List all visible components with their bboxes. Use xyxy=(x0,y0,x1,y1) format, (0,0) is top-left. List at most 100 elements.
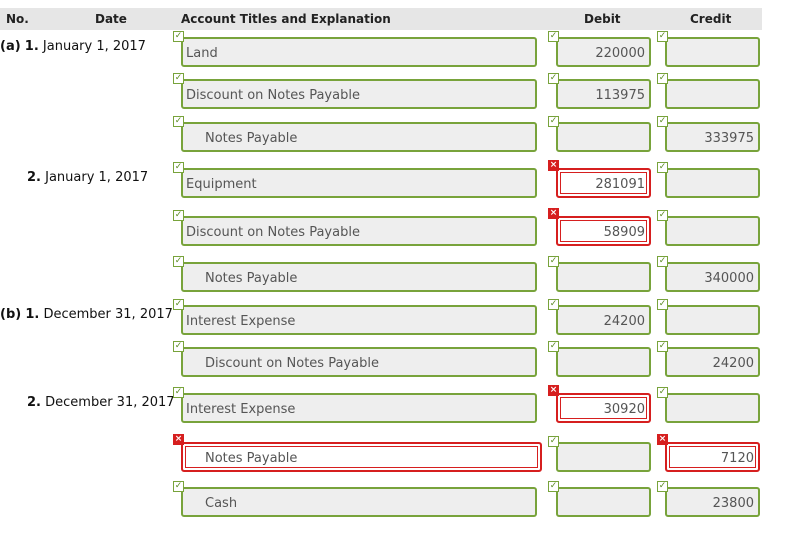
debit-field[interactable]: × 58909 xyxy=(548,208,651,246)
account-value: Equipment xyxy=(186,177,257,192)
account-field[interactable]: ✓ Equipment xyxy=(173,162,537,198)
account-value: Cash xyxy=(205,496,238,511)
credit-field[interactable]: × 7120 xyxy=(657,434,760,472)
account-value: Interest Expense xyxy=(186,402,296,417)
check-icon: ✓ xyxy=(657,256,668,267)
entry-number: 2. xyxy=(27,395,41,410)
table-row: ✓ Notes Payable ✓ ✓ 333975 xyxy=(0,114,794,154)
account-value: Notes Payable xyxy=(205,451,298,466)
account-value: Notes Payable xyxy=(205,271,298,286)
header-no: No. xyxy=(6,12,29,26)
credit-value: 333975 xyxy=(704,131,754,146)
entry-date: January 1, 2017 xyxy=(45,170,149,185)
credit-field[interactable]: ✓ 333975 xyxy=(657,116,760,152)
entry-date: January 1, 2017 xyxy=(42,39,146,54)
check-icon: ✓ xyxy=(173,341,184,352)
credit-field[interactable]: ✓ 340000 xyxy=(657,256,760,292)
entry-number: 1. xyxy=(25,307,40,322)
credit-field[interactable]: ✓ xyxy=(657,299,760,335)
check-icon: ✓ xyxy=(657,387,668,398)
credit-value: 24200 xyxy=(712,356,754,371)
entry-number: 1. xyxy=(24,39,39,54)
check-icon: ✓ xyxy=(657,116,668,127)
table-row: (b) 1. December 31, 2017 ✓ Interest Expens… xyxy=(0,297,794,337)
check-icon: ✓ xyxy=(657,299,668,310)
debit-field[interactable]: ✓ xyxy=(548,481,651,517)
check-icon: ✓ xyxy=(173,31,184,42)
debit-value: 220000 xyxy=(595,46,645,61)
account-value: Discount on Notes Payable xyxy=(186,225,360,240)
check-icon: ✓ xyxy=(173,481,184,492)
account-field[interactable]: ✓ Notes Payable xyxy=(173,256,537,292)
check-icon: ✓ xyxy=(548,31,559,42)
check-icon: ✓ xyxy=(548,299,559,310)
account-field[interactable]: × Notes Payable xyxy=(173,434,542,472)
debit-field[interactable]: ✓ xyxy=(548,116,651,152)
entry-date: December 31, 2017 xyxy=(43,307,173,322)
check-icon: ✓ xyxy=(657,210,668,221)
check-icon: ✓ xyxy=(548,116,559,127)
check-icon: ✓ xyxy=(548,436,559,447)
x-icon: × xyxy=(548,208,559,219)
part-label: (b) xyxy=(0,307,22,322)
check-icon: ✓ xyxy=(548,256,559,267)
account-value: Interest Expense xyxy=(186,314,296,329)
account-value: Discount on Notes Payable xyxy=(205,356,379,371)
check-icon: ✓ xyxy=(173,299,184,310)
x-icon: × xyxy=(173,434,184,445)
credit-value: 7120 xyxy=(720,451,754,466)
table-row: ✓ Notes Payable ✓ ✓ 340000 xyxy=(0,254,794,294)
debit-field[interactable]: × 30920 xyxy=(548,385,651,423)
credit-field[interactable]: ✓ 24200 xyxy=(657,341,760,377)
debit-field[interactable]: × 281091 xyxy=(548,160,651,198)
debit-field[interactable]: ✓ 113975 xyxy=(548,73,651,109)
account-field[interactable]: ✓ Discount on Notes Payable xyxy=(173,341,537,377)
credit-field[interactable]: ✓ xyxy=(657,31,760,67)
account-field[interactable]: ✓ Land xyxy=(173,31,537,67)
account-field[interactable]: ✓ Interest Expense xyxy=(173,299,537,335)
debit-field[interactable]: ✓ xyxy=(548,436,651,472)
check-icon: ✓ xyxy=(173,256,184,267)
account-field[interactable]: ✓ Discount on Notes Payable xyxy=(173,73,537,109)
credit-field[interactable]: ✓ xyxy=(657,73,760,109)
credit-field[interactable]: ✓ 23800 xyxy=(657,481,760,517)
header-date: Date xyxy=(95,12,127,26)
account-field[interactable]: ✓ Interest Expense xyxy=(173,387,537,423)
credit-value: 340000 xyxy=(704,271,754,286)
entry-label: (b) 1. December 31, 2017 xyxy=(0,307,173,322)
check-icon: ✓ xyxy=(657,341,668,352)
account-value: Land xyxy=(186,46,218,61)
credit-field[interactable]: ✓ xyxy=(657,210,760,246)
debit-field[interactable]: ✓ xyxy=(548,256,651,292)
entry-label: 2. January 1, 2017 xyxy=(27,170,148,185)
table-row: ✓ Discount on Notes Payable × 58909 ✓ xyxy=(0,208,794,248)
check-icon: ✓ xyxy=(657,31,668,42)
check-icon: ✓ xyxy=(173,116,184,127)
header-credit: Credit xyxy=(690,12,732,26)
x-icon: × xyxy=(548,385,559,396)
credit-field[interactable]: ✓ xyxy=(657,162,760,198)
check-icon: ✓ xyxy=(657,481,668,492)
check-icon: ✓ xyxy=(173,162,184,173)
table-row: 2. December 31, 2017 ✓ Interest Expense × 30… xyxy=(0,385,794,425)
credit-value: 23800 xyxy=(712,496,754,511)
check-icon: ✓ xyxy=(657,73,668,84)
debit-value: 113975 xyxy=(595,88,645,103)
account-field[interactable]: ✓ Notes Payable xyxy=(173,116,537,152)
debit-field[interactable]: ✓ 220000 xyxy=(548,31,651,67)
header-debit: Debit xyxy=(584,12,621,26)
entry-date: December 31, 2017 xyxy=(45,395,175,410)
check-icon: ✓ xyxy=(548,481,559,492)
debit-value: 281091 xyxy=(595,177,645,192)
table-row: ✓ Discount on Notes Payable ✓ 113975 ✓ xyxy=(0,71,794,111)
credit-field[interactable]: ✓ xyxy=(657,387,760,423)
check-icon: ✓ xyxy=(657,162,668,173)
x-icon: × xyxy=(548,160,559,171)
account-field[interactable]: ✓ Discount on Notes Payable xyxy=(173,210,537,246)
entry-label: 2. December 31, 2017 xyxy=(27,395,175,410)
debit-value: 24200 xyxy=(603,314,645,329)
debit-field[interactable]: ✓ xyxy=(548,341,651,377)
x-icon: × xyxy=(657,434,668,445)
debit-field[interactable]: ✓ 24200 xyxy=(548,299,651,335)
account-field[interactable]: ✓ Cash xyxy=(173,481,537,517)
